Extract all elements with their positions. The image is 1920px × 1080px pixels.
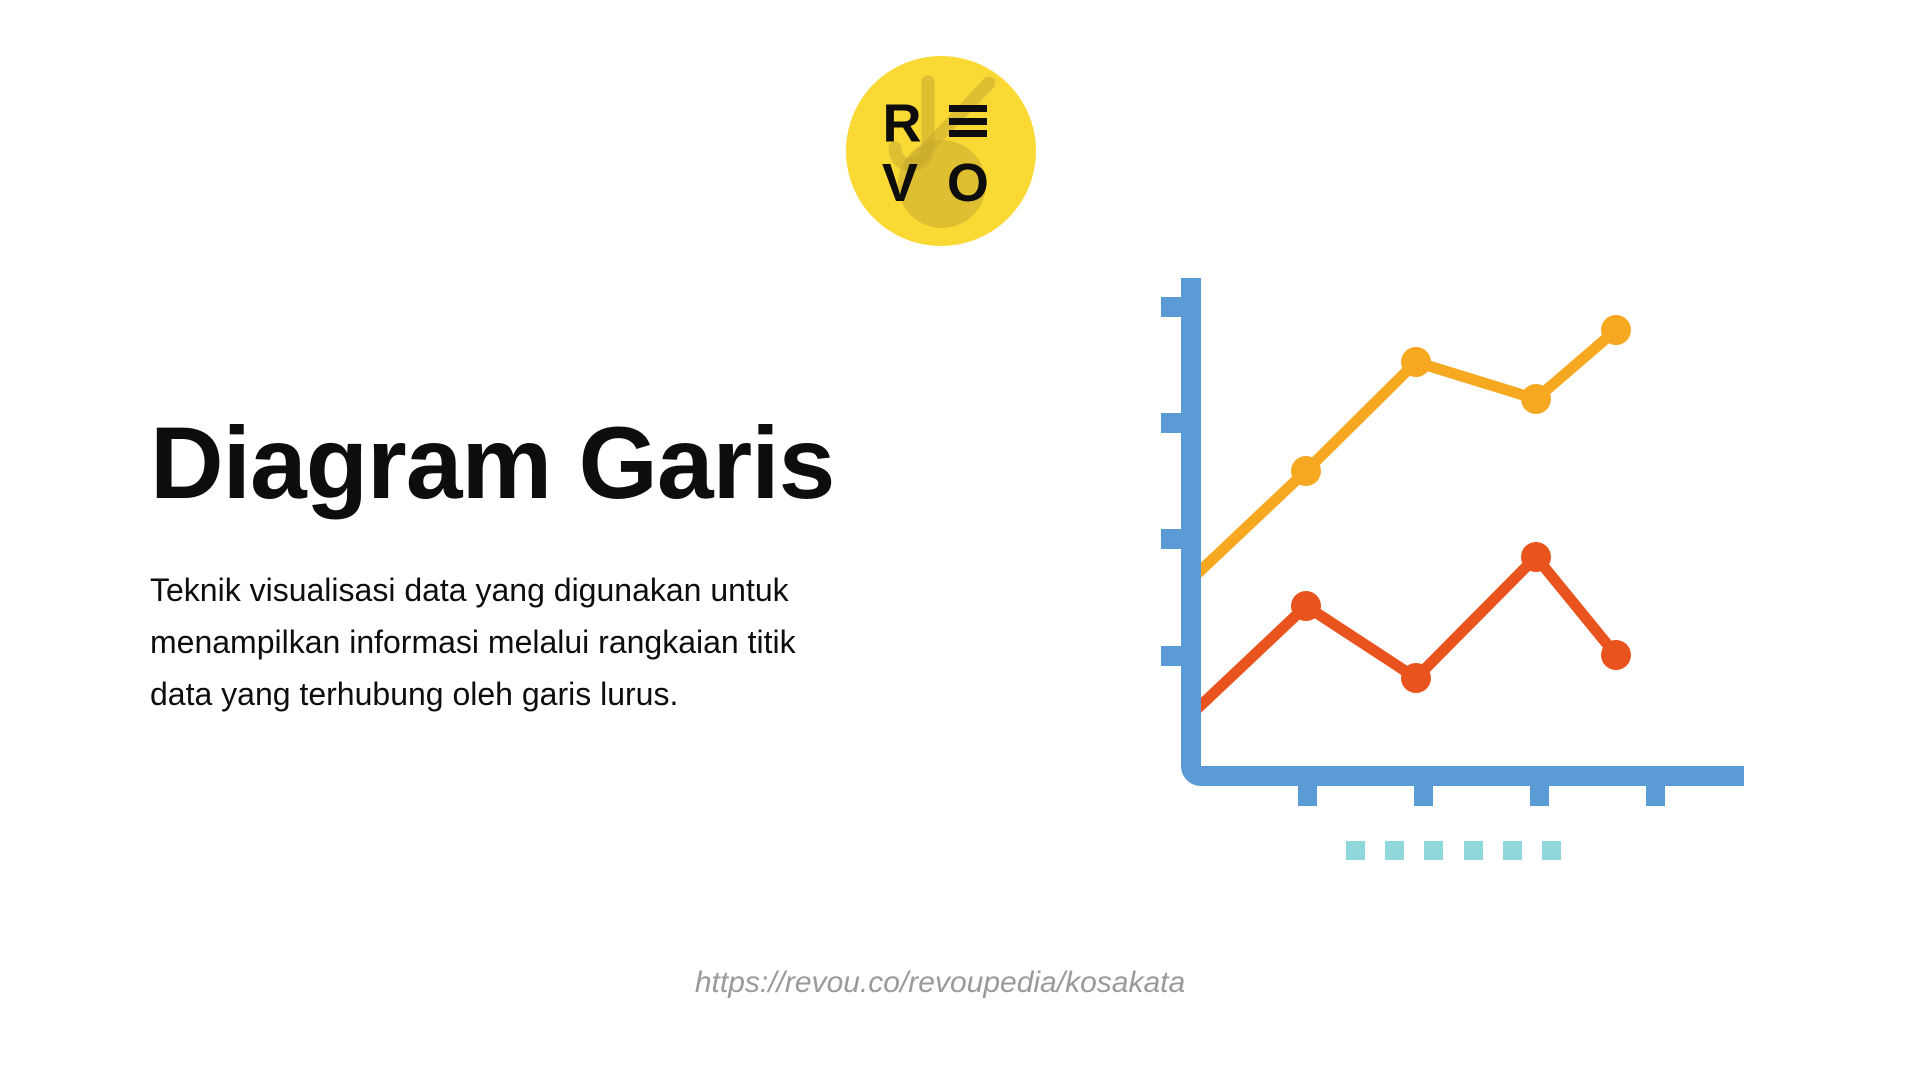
svg-text:V: V [882, 153, 918, 213]
svg-text:R: R [883, 93, 922, 153]
svg-text:O: O [947, 153, 989, 213]
